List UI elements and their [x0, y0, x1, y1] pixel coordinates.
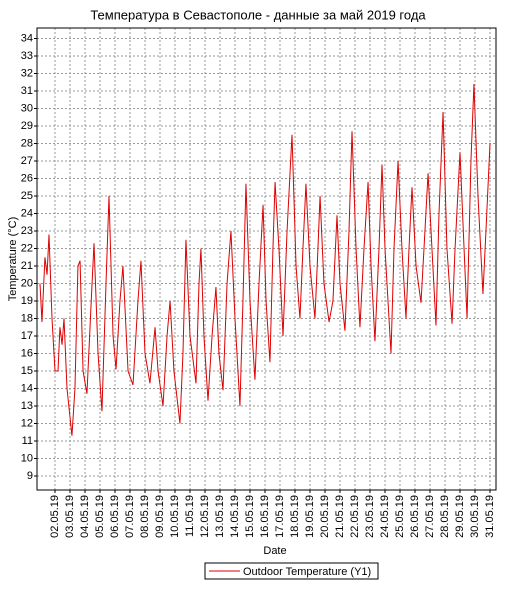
y-tick-label: 25: [21, 190, 33, 202]
x-tick-label: 08.05.19: [139, 495, 151, 538]
x-tick-label: 23.05.19: [364, 495, 376, 538]
y-tick-label: 17: [21, 330, 33, 342]
x-tick-label: 13.05.19: [214, 495, 226, 538]
x-tick-label: 27.05.19: [424, 495, 436, 538]
x-tick-label: 22.05.19: [349, 495, 361, 538]
line-series: [39, 83, 491, 436]
y-tick-label: 31: [21, 85, 33, 97]
x-axis-label: Date: [263, 545, 286, 557]
y-tick-label: 16: [21, 347, 33, 359]
x-tick-label: 28.05.19: [439, 495, 451, 538]
x-tick-label: 09.05.19: [154, 495, 166, 538]
x-tick-label: 12.05.19: [199, 495, 211, 538]
x-tick-label: 16.05.19: [259, 495, 271, 538]
y-tick-label: 12: [21, 417, 33, 429]
x-tick-label: 20.05.19: [319, 495, 331, 538]
x-tick-label: 21.05.19: [334, 495, 346, 538]
legend-label: Outdoor Temperature (Y1): [243, 566, 371, 578]
y-tick-label: 14: [21, 382, 33, 394]
y-tick-label: 20: [21, 277, 33, 289]
x-tick-label: 15.05.19: [244, 495, 256, 538]
y-tick-label: 10: [21, 452, 33, 464]
y-tick-label: 9: [27, 470, 33, 482]
y-tick-label: 27: [21, 155, 33, 167]
x-tick-label: 26.05.19: [409, 495, 421, 538]
y-tick-label: 15: [21, 365, 33, 377]
x-tick-label: 06.05.19: [109, 495, 121, 538]
y-tick-label: 22: [21, 242, 33, 254]
x-tick-label: 30.05.19: [469, 495, 481, 538]
y-axis-label: Temperature (°C): [7, 217, 19, 301]
x-tick-label: 17.05.19: [274, 495, 286, 538]
x-tick-label: 29.05.19: [454, 495, 466, 538]
plot-area: [37, 28, 496, 490]
legend-box: [204, 562, 379, 580]
y-tick-label: 28: [21, 137, 33, 149]
y-tick-label: 26: [21, 172, 33, 184]
x-tick-label: 03.05.19: [64, 495, 76, 538]
x-tick-label: 19.05.19: [304, 495, 316, 538]
y-tick-label: 11: [22, 435, 33, 447]
y-tick-label: 29: [21, 120, 33, 132]
y-tick-label: 24: [21, 207, 33, 219]
y-tick-label: 32: [21, 67, 33, 79]
x-tick-label: 05.05.19: [94, 495, 106, 538]
y-tick-label: 30: [21, 102, 33, 114]
x-tick-label: 02.05.19: [49, 495, 61, 538]
x-tick-label: 25.05.19: [394, 495, 406, 538]
x-tick-label: 18.05.19: [289, 495, 301, 538]
x-tick-label: 24.05.19: [379, 495, 391, 538]
chart-title: Температура в Севастополе - данные за ма…: [90, 7, 426, 22]
y-tick-label: 23: [21, 225, 33, 237]
x-tick-label: 11.05.19: [184, 495, 196, 537]
x-tick-label: 07.05.19: [124, 495, 136, 538]
y-tick-label: 19: [21, 295, 33, 307]
y-tick-label: 18: [21, 312, 33, 324]
y-tick-label: 13: [21, 400, 33, 412]
y-tick-label: 34: [21, 32, 33, 44]
plot-border: [36, 27, 497, 491]
x-tick-label: 31.05.19: [484, 495, 496, 538]
y-tick-label: 21: [21, 260, 33, 272]
x-tick-label: 10.05.19: [169, 495, 181, 538]
x-tick-label: 14.05.19: [229, 495, 241, 538]
y-tick-label: 33: [21, 50, 33, 62]
x-tick-label: 04.05.19: [79, 495, 91, 538]
